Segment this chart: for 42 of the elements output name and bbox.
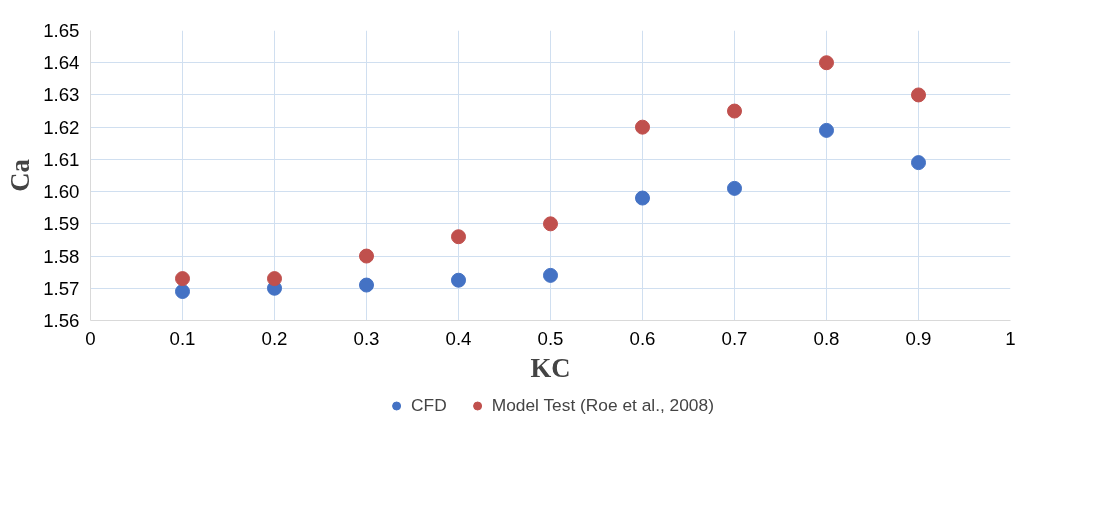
x-tick-label: 0.7 [721, 327, 748, 349]
point [543, 267, 558, 283]
x-tick-label: 0.5 [537, 327, 564, 349]
point [727, 180, 742, 196]
point [819, 55, 834, 71]
point [635, 119, 650, 135]
y-tick-label: 1.59 [43, 213, 80, 235]
point [911, 155, 926, 171]
x-tick-label: 0 [85, 327, 96, 349]
point [819, 122, 834, 138]
y-tick-label: 1.56 [43, 310, 80, 331]
y-tick-label: 1.62 [43, 116, 80, 138]
x-axis-title: KC [530, 352, 571, 383]
y-tick-label: 1.63 [43, 84, 80, 106]
y-tick-label: 1.64 [43, 52, 80, 74]
x-tick-label: 0.8 [813, 327, 840, 349]
y-tick-label: 1.58 [43, 245, 80, 267]
legend-label: CFD [411, 394, 447, 416]
y-axis-title: Ca [5, 159, 36, 192]
point [175, 284, 190, 299]
x-tick-label: 0.2 [261, 327, 288, 349]
legend-label: Model Test (Roe et al., 2008) [491, 394, 714, 416]
point [727, 103, 742, 119]
x-tick-label: 0.9 [905, 327, 932, 349]
y-tick-label: 1.57 [43, 277, 80, 299]
y-tick-label: 1.61 [43, 148, 80, 170]
x-tick-label: 0.1 [169, 327, 196, 349]
y-tick-label: 1.65 [43, 20, 80, 41]
point [451, 229, 466, 245]
x-tick-label: 1 [1005, 327, 1016, 349]
x-tick-label: 0.6 [629, 327, 656, 349]
point [451, 272, 466, 288]
point [635, 190, 650, 206]
point [359, 248, 374, 264]
point [359, 277, 374, 293]
x-tick-label: 0.3 [353, 327, 380, 349]
point [267, 271, 282, 287]
point [175, 271, 190, 287]
y-tick-label: 1.60 [43, 181, 80, 203]
x-tick-label: 0.4 [445, 327, 472, 349]
point [543, 216, 558, 232]
point [911, 87, 926, 103]
